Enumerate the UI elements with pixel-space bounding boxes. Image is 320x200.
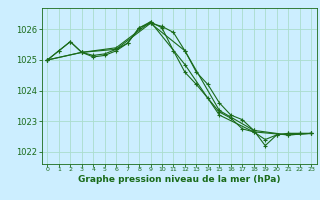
X-axis label: Graphe pression niveau de la mer (hPa): Graphe pression niveau de la mer (hPa) xyxy=(78,175,280,184)
